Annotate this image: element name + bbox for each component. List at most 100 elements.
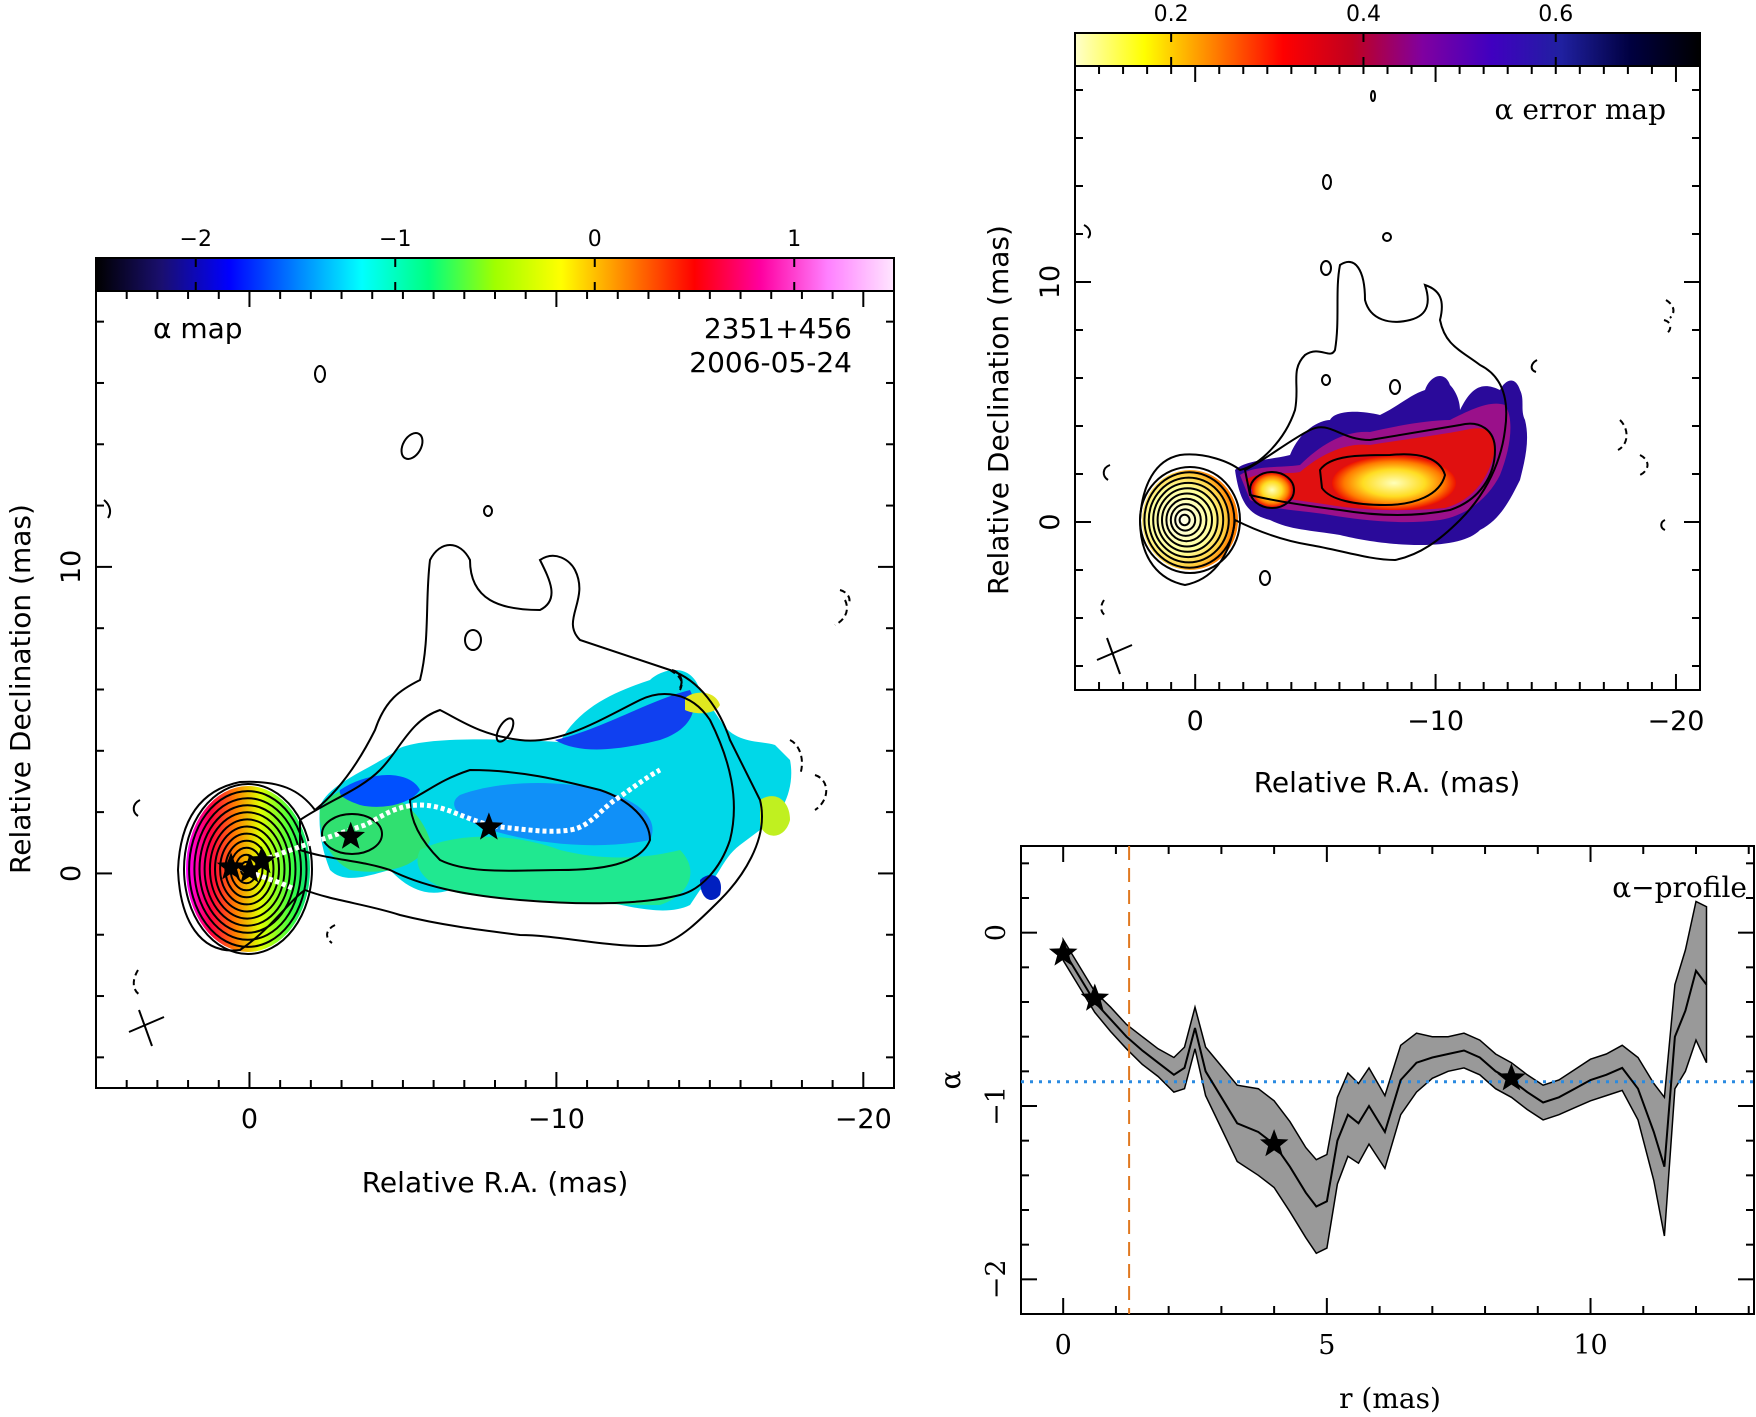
core-contour xyxy=(1152,481,1225,559)
alpha-contour-second xyxy=(299,693,735,905)
x-tick-label: −20 xyxy=(1647,706,1704,737)
profile-y-tick-label: −2 xyxy=(981,1259,1012,1299)
profile-x-tick-label: 5 xyxy=(1318,1330,1335,1361)
core-contour xyxy=(193,797,302,941)
x-tick-label: 0 xyxy=(241,1104,258,1135)
error-contour-inner-jet xyxy=(1318,453,1447,507)
core-contour xyxy=(1178,513,1191,527)
alpha-contour-knot xyxy=(321,813,383,855)
profile-star xyxy=(1080,983,1110,1011)
alpha-error-image xyxy=(1083,90,1675,675)
profile-title: α−profile xyxy=(1612,871,1747,904)
x-tick-label: 0 xyxy=(1187,706,1204,737)
core-contour xyxy=(1165,497,1208,543)
alpha-error-panel: 0.2 0.4 0.6 xyxy=(982,2,1704,799)
core-contour xyxy=(183,783,313,955)
alpha-contour-neg-6 xyxy=(834,589,851,626)
core-contour xyxy=(214,825,280,913)
alpha-map-axes: 0 −10 −20 0 10 xyxy=(56,291,895,1135)
colorbar-tick-label: −1 xyxy=(379,227,411,252)
alpha-jet-blue-patch-2 xyxy=(339,775,420,807)
component-star xyxy=(336,821,365,849)
alpha-map-stars xyxy=(216,812,504,883)
profile-plot-area xyxy=(1021,846,1754,1314)
alpha-map-image xyxy=(103,365,851,1047)
error-contour-small-3 xyxy=(1389,379,1401,395)
x-tick-label: −10 xyxy=(1407,706,1464,737)
component-star xyxy=(247,846,276,874)
alpha-contour-neg-7 xyxy=(789,739,828,811)
error-contour-neg-6 xyxy=(1660,519,1666,531)
error-core-contours xyxy=(1139,466,1241,574)
error-contour-neg-4 xyxy=(1617,419,1649,476)
core-contour xyxy=(1174,508,1197,532)
profile-x-tick-label: 0 xyxy=(1055,1330,1072,1361)
component-star xyxy=(235,855,264,883)
profile-line xyxy=(1062,949,1708,1208)
profile-x-tick-label: 10 xyxy=(1573,1330,1607,1361)
alpha-beam-cross xyxy=(128,1009,165,1047)
colorbar-tick-label: 0.4 xyxy=(1346,2,1381,27)
error-contour-small-6 xyxy=(1370,90,1376,102)
alpha-map-ylabel: Relative Declination (mas) xyxy=(4,504,37,874)
alpha-contour-neg-2 xyxy=(132,799,141,817)
x-tick-label: −10 xyxy=(528,1104,585,1135)
alpha-contour-neg-4 xyxy=(326,924,336,944)
alpha-map-title: α map xyxy=(153,312,243,345)
alpha-contour-small-2 xyxy=(314,365,326,383)
error-contour-neg-1 xyxy=(1083,224,1092,239)
core-contour xyxy=(188,790,308,948)
alpha-contour-neg-8 xyxy=(671,669,683,689)
core-contour xyxy=(208,818,286,920)
colorbar-tick-label: −2 xyxy=(180,227,212,252)
core-contour xyxy=(1143,471,1236,569)
y-tick-label: 10 xyxy=(1035,265,1066,299)
error-contour-small-2 xyxy=(1321,374,1331,386)
error-contour-small-7 xyxy=(1259,570,1271,586)
alpha-map-xlabel: Relative R.A. (mas) xyxy=(362,1166,629,1199)
component-star xyxy=(216,852,246,880)
y-tick-label: 0 xyxy=(56,865,87,882)
error-contour-neg-5 xyxy=(1530,359,1538,373)
error-contour-small-1 xyxy=(1322,174,1332,190)
alpha-profile-panel: 0 5 10 0 −1 −2 α−profile r (mas) α xyxy=(934,845,1755,1415)
alpha-map-panel: −2 −1 0 1 xyxy=(4,227,895,1199)
error-colorbar xyxy=(1074,32,1701,67)
error-map-frame xyxy=(1074,65,1701,691)
alpha-contour-neg-1 xyxy=(103,499,112,519)
error-map-xlabel: Relative R.A. (mas) xyxy=(1254,766,1521,799)
alpha-map-date: 2006-05-24 xyxy=(689,346,852,379)
core-contour xyxy=(1139,466,1241,574)
error-contour-neg-7 xyxy=(1100,599,1107,617)
alpha-contour-inner-jet xyxy=(408,768,652,872)
colorbar-tick-label: 0 xyxy=(588,227,602,252)
alpha-colorbar-ticks: −2 −1 0 1 xyxy=(180,227,801,291)
alpha-contour-small-5 xyxy=(495,717,515,743)
core-contour xyxy=(1147,476,1230,564)
profile-frame xyxy=(1020,845,1755,1315)
profile-star xyxy=(1048,938,1078,966)
profile-y-tick-label: −1 xyxy=(981,1086,1012,1126)
alpha-jet-dark-spot xyxy=(700,875,721,900)
error-colorbar-ticks: 0.2 0.4 0.6 xyxy=(1154,2,1573,66)
y-tick-label: 0 xyxy=(1035,513,1066,530)
colorbar-tick-label: 1 xyxy=(787,227,801,252)
profile-star xyxy=(1497,1063,1526,1091)
alpha-jet-yellow-patch-2 xyxy=(685,692,720,714)
profile-star xyxy=(1259,1129,1289,1157)
error-contour-small-4 xyxy=(1320,260,1332,276)
error-contour-knot xyxy=(1249,471,1295,509)
profile-axes: 0 5 10 0 −1 −2 xyxy=(981,846,1754,1361)
core-contour xyxy=(198,804,297,934)
x-tick-label: −20 xyxy=(835,1104,892,1135)
profile-xlabel: r (mas) xyxy=(1339,1382,1441,1415)
error-map-ylabel: Relative Declination (mas) xyxy=(982,225,1015,595)
core-contour xyxy=(1156,487,1219,553)
core-contour xyxy=(203,811,292,927)
error-contour-neg-2 xyxy=(1102,464,1111,481)
core-contour xyxy=(1169,503,1202,537)
profile-ylabel: α xyxy=(934,1070,967,1089)
component-star xyxy=(474,812,504,840)
core-contour xyxy=(219,832,275,906)
